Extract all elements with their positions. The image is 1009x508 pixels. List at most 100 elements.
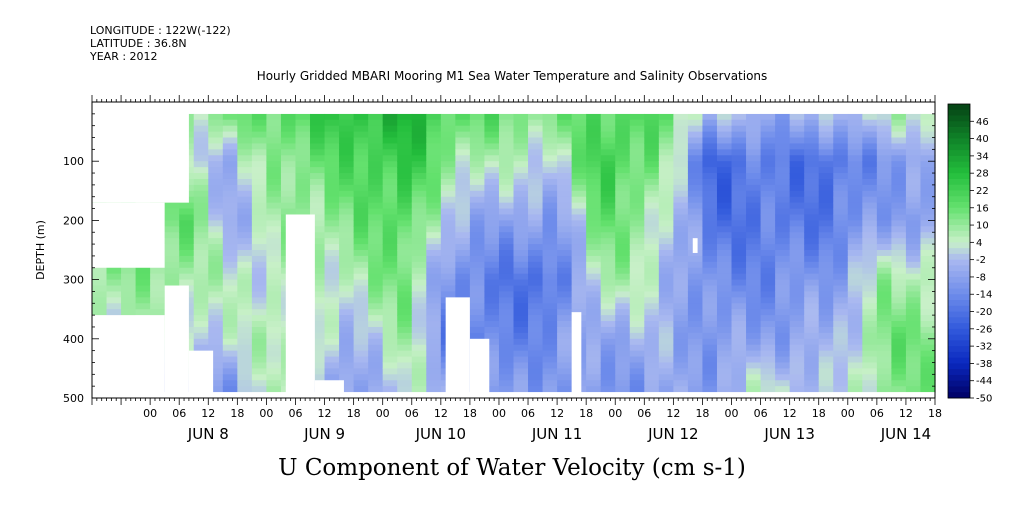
heatmap-cell — [513, 309, 529, 316]
heatmap-cell — [484, 326, 500, 334]
heatmap-cell — [731, 149, 747, 156]
heatmap-cell — [833, 255, 849, 263]
heatmap-cell — [629, 297, 645, 304]
heatmap-cell — [847, 173, 863, 180]
missing-data-regions — [92, 102, 935, 398]
heatmap-cell — [615, 374, 631, 381]
heatmap-cell — [368, 315, 384, 322]
missing-data-region — [150, 392, 935, 398]
heatmap-cell — [920, 161, 936, 168]
heatmap-cell — [222, 208, 238, 216]
heatmap-cell — [746, 285, 762, 293]
heatmap-cell — [280, 178, 297, 186]
heatmap-cell — [150, 279, 166, 287]
heatmap-cell — [222, 279, 238, 287]
heatmap-cell — [237, 386, 253, 393]
heatmap-cell — [542, 149, 558, 156]
heatmap-cell — [208, 131, 224, 139]
heatmap-cell — [876, 303, 892, 310]
heatmap-cell — [513, 143, 529, 150]
heatmap-cell — [847, 380, 863, 387]
heatmap-cell — [862, 315, 878, 322]
heatmap-cell — [847, 220, 863, 227]
heatmap-cell — [208, 321, 224, 328]
heatmap-cell — [905, 137, 922, 145]
heatmap-cell — [847, 196, 863, 204]
heatmap-cell — [658, 350, 674, 358]
heatmap-cell — [426, 238, 442, 245]
heatmap-cell — [876, 214, 892, 221]
heatmap-cell — [484, 362, 500, 369]
heatmap-cell — [339, 350, 355, 358]
heatmap-cell — [557, 362, 573, 369]
heatmap-cell — [615, 143, 631, 150]
heatmap-cell — [513, 190, 529, 198]
x-tick-label: 06 — [870, 407, 884, 420]
heatmap-cell — [251, 279, 268, 287]
heatmap-cell — [411, 173, 427, 180]
heatmap-cell — [528, 297, 544, 304]
heatmap-cell — [426, 374, 442, 381]
heatmap-cell — [353, 190, 369, 198]
heatmap-cell — [484, 356, 500, 364]
heatmap-cell — [251, 356, 268, 364]
heatmap-cell — [658, 303, 674, 310]
heatmap-cell — [266, 267, 282, 275]
heatmap-cell — [484, 190, 500, 198]
heatmap-cell — [920, 321, 936, 328]
heatmap-cell — [586, 309, 602, 316]
heatmap-cell — [586, 226, 602, 233]
heatmap-cell — [571, 178, 587, 186]
heatmap-cell — [862, 149, 878, 156]
heatmap-cell — [513, 338, 529, 346]
heatmap-cell — [876, 119, 892, 127]
heatmap-cell — [586, 208, 602, 216]
heatmap-cell — [440, 113, 456, 121]
x-tick-label: 18 — [579, 407, 593, 420]
heatmap-cell — [775, 167, 791, 174]
heatmap-cell — [629, 374, 645, 381]
heatmap-cell — [426, 244, 442, 251]
heatmap-cell — [498, 362, 515, 369]
heatmap-cell — [324, 149, 340, 156]
heatmap-cell — [600, 255, 616, 263]
heatmap-cell — [528, 143, 544, 150]
heatmap-cell — [891, 368, 907, 375]
heatmap-cell — [600, 190, 616, 198]
heatmap-cell — [687, 161, 704, 168]
heatmap-cell — [731, 321, 747, 328]
heatmap-cell — [600, 184, 616, 192]
heatmap-cell — [789, 255, 805, 263]
colorbar-frame — [947, 103, 971, 399]
x-tick-label: 06 — [637, 407, 651, 420]
heatmap-cell — [208, 273, 224, 281]
heatmap-cell — [557, 380, 573, 387]
heatmap-cell — [411, 380, 427, 387]
heatmap-cell — [121, 303, 137, 310]
y-tick-label: 300 — [63, 274, 84, 287]
heatmap-cell — [862, 155, 878, 162]
heatmap-cell — [382, 380, 398, 387]
heatmap-cell — [208, 208, 224, 216]
heatmap-cell — [905, 244, 922, 251]
heatmap-cell — [731, 184, 747, 192]
heatmap-cell — [746, 315, 762, 322]
heatmap-cell — [382, 255, 398, 263]
heatmap-cell — [368, 273, 384, 281]
heatmap-cell — [469, 137, 486, 145]
heatmap-cell — [339, 202, 355, 210]
heatmap-cell — [644, 131, 660, 139]
colorbar-swatch — [948, 190, 970, 197]
heatmap-cell — [920, 125, 936, 133]
heatmap-cell — [673, 386, 689, 393]
heatmap-cell — [746, 344, 762, 352]
heatmap-cell — [208, 244, 224, 251]
colorbar-swatch — [948, 253, 970, 261]
heatmap-cell — [324, 321, 340, 328]
heatmap-cell — [469, 297, 486, 304]
longitude-label: LONGITUDE : 122W(-122) — [90, 24, 231, 37]
heatmap-cell — [542, 113, 558, 121]
heatmap-cell — [600, 326, 616, 334]
heatmap-cell — [368, 279, 384, 287]
